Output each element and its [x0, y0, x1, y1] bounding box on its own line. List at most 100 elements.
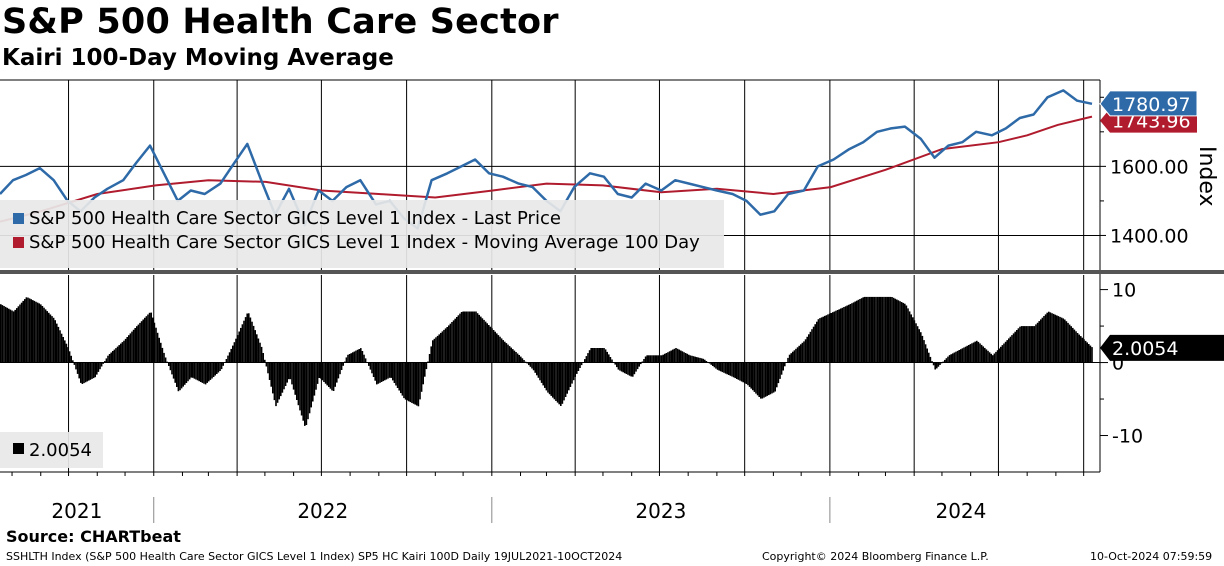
- kairi-bar: [120, 343, 122, 363]
- kairi-bar: [75, 362, 77, 370]
- kairi-bar: [110, 352, 112, 363]
- kairi-bar: [265, 362, 268, 367]
- kairi-bar: [856, 300, 858, 363]
- kairi-bar: [972, 342, 975, 363]
- kairi-bar: [657, 355, 660, 363]
- kairi-bar: [1041, 317, 1044, 363]
- kairi-bar: [204, 362, 207, 385]
- kairi-bar: [467, 311, 469, 363]
- kairi-bar: [411, 362, 413, 403]
- kairi-bar: [419, 362, 421, 400]
- kairi-bar: [209, 362, 212, 380]
- kairi-bar: [424, 362, 426, 377]
- kairi-bar: [294, 362, 296, 395]
- kairi-bar: [417, 362, 420, 407]
- kairi-bar: [393, 362, 396, 383]
- kairi-bar: [804, 339, 807, 363]
- kairi-bar: [614, 362, 616, 365]
- kairi-bar: [232, 345, 234, 363]
- kairi-bar: [553, 362, 556, 400]
- footer-ticker-info: SSHLTH Index (S&P 500 Health Care Sector…: [6, 550, 623, 563]
- kairi-bar: [262, 353, 264, 363]
- kairi-bar: [752, 362, 754, 391]
- kairi-bar: [872, 296, 874, 363]
- kairi-bar: [459, 313, 461, 363]
- kairi-bar: [766, 362, 768, 396]
- kairi-bar: [998, 348, 1000, 363]
- kairi-bar: [363, 354, 365, 363]
- kairi-bar: [315, 362, 317, 390]
- kairi-bar: [518, 355, 520, 363]
- legend-swatch: [13, 443, 24, 454]
- kairi-bar: [966, 345, 968, 363]
- kairi-bar: [1044, 314, 1047, 363]
- kairi-bar: [1020, 326, 1023, 363]
- kairi-bar: [795, 348, 797, 363]
- kairi-bar: [446, 327, 448, 363]
- kairi-bar: [91, 362, 93, 379]
- kairi-bar: [1022, 326, 1024, 363]
- kairi-bar: [572, 362, 575, 381]
- kairi-bar: [664, 353, 666, 363]
- kairi-bar: [150, 312, 152, 363]
- y-tick-label: 1400.00: [1110, 225, 1189, 247]
- kairi-bar: [36, 302, 39, 363]
- kairi-bar: [582, 362, 584, 363]
- kairi-bar: [880, 296, 882, 363]
- kairi-bar: [705, 361, 708, 363]
- kairi-bar: [19, 304, 21, 363]
- kairi-bar: [334, 362, 336, 387]
- kairi-bar: [1046, 312, 1048, 363]
- kairi-bar: [691, 355, 693, 363]
- kairi-bar: [907, 308, 909, 363]
- kairi-bar: [948, 355, 951, 363]
- kairi-bar: [264, 359, 266, 363]
- kairi-bar: [361, 351, 364, 363]
- kairi-bar: [662, 354, 664, 363]
- kairi-bar: [72, 360, 74, 363]
- kairi-bar: [896, 299, 898, 363]
- kairi-bar: [59, 330, 61, 363]
- kairi-bar: [641, 361, 644, 363]
- kairi-bar: [697, 357, 700, 363]
- kairi-bar: [800, 344, 802, 363]
- legend-swatch: [13, 237, 24, 248]
- kairi-bar: [739, 362, 741, 381]
- kairi-bar: [332, 362, 335, 391]
- kairi-bar: [964, 346, 967, 363]
- kairi-bar: [24, 299, 26, 363]
- kairi-bar: [350, 353, 352, 363]
- kairi-bar: [884, 296, 887, 363]
- kairi-bar: [27, 297, 29, 363]
- kairi-bar: [809, 331, 812, 363]
- kairi-bar: [563, 362, 565, 401]
- kairi-bar: [46, 311, 48, 363]
- kairi-bar: [606, 351, 608, 363]
- kairi-bar: [443, 329, 445, 363]
- kairi-bar: [680, 350, 682, 363]
- kairi-bar: [473, 311, 476, 363]
- kairi-bar: [843, 307, 845, 363]
- kairi-bar: [916, 326, 919, 363]
- kairi-bar: [774, 362, 776, 392]
- kairi-bar: [945, 358, 948, 363]
- kairi-bar: [358, 349, 360, 363]
- kairi-bar: [932, 362, 935, 366]
- kairi-bar: [715, 362, 717, 369]
- kairi-bar: [960, 349, 962, 363]
- kairi-bar: [276, 362, 279, 403]
- kairi-bar: [595, 348, 597, 363]
- kairi-bar: [208, 362, 210, 382]
- kairi-bar: [76, 362, 79, 374]
- kairi-bar: [134, 328, 136, 363]
- kairi-bar: [848, 304, 850, 363]
- kairi-bar: [976, 340, 978, 363]
- kairi-bar: [81, 362, 84, 384]
- kairi-bar: [1089, 345, 1092, 363]
- kairi-bar: [492, 330, 495, 363]
- kairi-bar: [531, 362, 533, 369]
- kairi-bar: [528, 362, 530, 366]
- kairi-bar: [550, 362, 552, 396]
- kairi-bar: [937, 362, 940, 367]
